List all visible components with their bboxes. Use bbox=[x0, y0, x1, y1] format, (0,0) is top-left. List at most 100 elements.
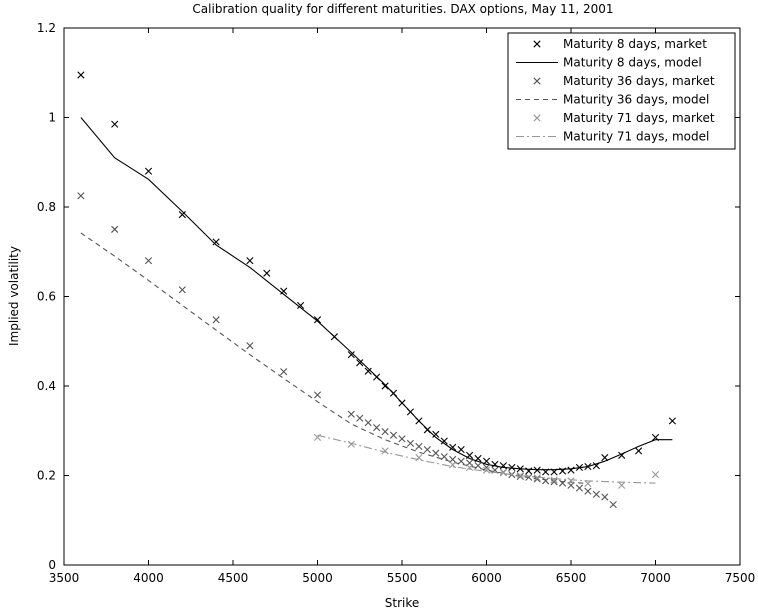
data-point bbox=[609, 500, 617, 509]
legend-item: Maturity 36 days, model bbox=[516, 93, 709, 107]
x-tick-label: 7500 bbox=[725, 571, 756, 585]
data-point bbox=[635, 447, 643, 455]
data-point bbox=[601, 493, 609, 501]
series-3 bbox=[77, 192, 617, 509]
data-point bbox=[297, 301, 305, 310]
data-point bbox=[356, 359, 364, 367]
data-point bbox=[575, 484, 584, 492]
y-tick-label: 1.2 bbox=[37, 21, 56, 35]
data-point bbox=[263, 269, 271, 277]
data-point bbox=[592, 490, 600, 498]
data-point bbox=[449, 455, 457, 463]
x-axis-label: Strike bbox=[385, 596, 420, 610]
chart-title: Calibration quality for different maturi… bbox=[192, 2, 613, 16]
legend-label: Maturity 71 days, model bbox=[563, 130, 709, 144]
data-point bbox=[415, 442, 423, 451]
x-tick-label: 5500 bbox=[387, 571, 418, 585]
legend-label: Maturity 8 days, model bbox=[563, 56, 702, 70]
series-line bbox=[80, 232, 588, 485]
data-point bbox=[389, 431, 398, 439]
legend-marker-swatch bbox=[533, 77, 541, 85]
data-point bbox=[584, 487, 592, 495]
y-tick-label: 0.6 bbox=[37, 290, 56, 304]
y-tick-label: 0.8 bbox=[37, 200, 56, 214]
data-point bbox=[178, 211, 186, 219]
data-point bbox=[373, 424, 381, 432]
series-2 bbox=[80, 117, 673, 471]
data-point bbox=[364, 367, 372, 375]
data-point bbox=[423, 445, 431, 454]
y-tick-label: 0.4 bbox=[37, 379, 56, 393]
data-point bbox=[651, 471, 660, 479]
data-point bbox=[432, 449, 440, 457]
data-point bbox=[280, 368, 288, 376]
data-point bbox=[398, 435, 406, 443]
legend-label: Maturity 8 days, market bbox=[563, 37, 707, 51]
data-point bbox=[449, 443, 457, 451]
legend-box bbox=[507, 32, 736, 150]
data-point bbox=[668, 417, 676, 425]
data-point bbox=[144, 167, 153, 175]
series-line bbox=[317, 434, 656, 484]
legend-label: Maturity 36 days, market bbox=[563, 74, 715, 88]
legend-item: Maturity 36 days, market bbox=[533, 74, 715, 88]
data-point bbox=[550, 476, 558, 484]
data-point bbox=[567, 477, 575, 485]
data-point bbox=[77, 192, 85, 200]
series-layer bbox=[77, 71, 676, 509]
data-point bbox=[550, 478, 558, 486]
series-line bbox=[80, 117, 673, 471]
data-point bbox=[356, 414, 364, 422]
data-point bbox=[406, 439, 415, 447]
data-point bbox=[347, 410, 355, 418]
legend: Maturity 8 days, market Maturity 8 days, … bbox=[507, 32, 736, 150]
data-point bbox=[381, 382, 389, 390]
data-point bbox=[516, 471, 524, 480]
series-6 bbox=[317, 434, 656, 484]
data-point bbox=[347, 351, 355, 359]
data-point bbox=[440, 453, 448, 461]
data-point bbox=[499, 469, 507, 477]
y-tick-label: 0 bbox=[48, 558, 56, 572]
x-tick-label: 4000 bbox=[133, 571, 164, 585]
data-point bbox=[347, 440, 355, 448]
legend-label: Maturity 71 days, market bbox=[563, 111, 715, 125]
legend-label: Maturity 36 days, model bbox=[563, 93, 709, 107]
data-point bbox=[246, 342, 254, 350]
data-point bbox=[111, 225, 119, 233]
x-tick-label: 6000 bbox=[471, 571, 502, 585]
data-point bbox=[178, 286, 186, 294]
y-axis-label: Implied volatility bbox=[7, 246, 21, 346]
legend-item: Maturity 8 days, market bbox=[533, 37, 707, 51]
data-point bbox=[508, 463, 516, 472]
legend-item: Maturity 71 days, market bbox=[533, 111, 715, 125]
data-point bbox=[280, 287, 288, 295]
data-point bbox=[457, 457, 465, 465]
data-point bbox=[313, 391, 322, 399]
data-point bbox=[466, 463, 474, 472]
x-tick-label: 3500 bbox=[49, 571, 80, 585]
legend-marker-swatch bbox=[533, 40, 541, 48]
data-point bbox=[313, 316, 322, 324]
series-4 bbox=[80, 232, 588, 485]
data-point bbox=[440, 437, 448, 445]
x-tick-label: 5000 bbox=[302, 571, 333, 585]
data-point bbox=[432, 430, 440, 438]
data-point bbox=[567, 466, 575, 474]
legend-item: Maturity 71 days, model bbox=[516, 130, 709, 144]
data-point bbox=[212, 316, 220, 324]
data-point bbox=[482, 466, 491, 474]
data-point bbox=[77, 71, 85, 79]
data-point bbox=[212, 238, 220, 246]
data-point bbox=[533, 474, 541, 482]
data-point bbox=[381, 447, 389, 455]
x-tick-label: 6500 bbox=[556, 571, 587, 585]
data-point bbox=[449, 461, 457, 469]
data-point bbox=[618, 481, 626, 489]
data-point bbox=[111, 120, 119, 128]
legend-marker-swatch bbox=[533, 114, 541, 122]
x-tick-label: 7000 bbox=[640, 571, 671, 585]
data-point bbox=[144, 257, 153, 265]
data-point bbox=[246, 257, 254, 265]
axis-ticks: 3500 4000 4500 5000 5500 6000 6500 7000 7500 0 0.2… bbox=[37, 21, 755, 585]
